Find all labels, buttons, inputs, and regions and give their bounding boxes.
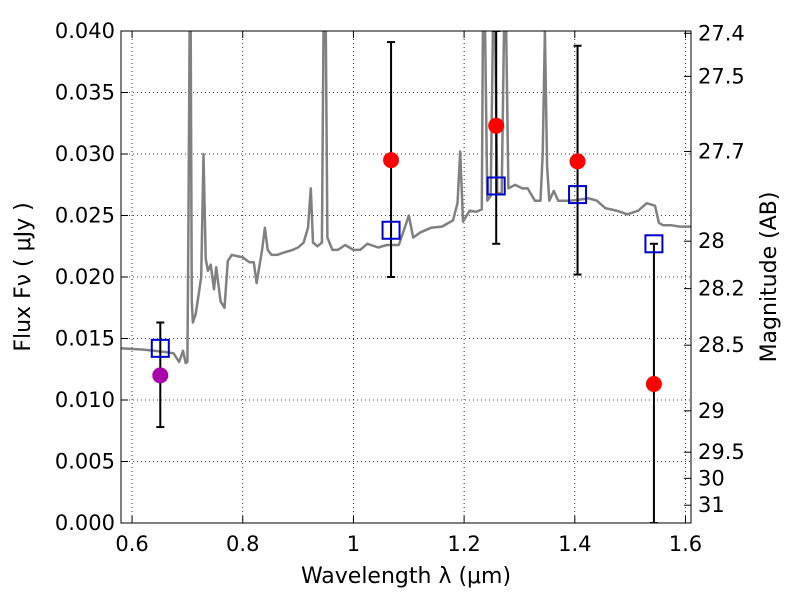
y-tick-label: 0.035: [55, 81, 115, 105]
x-axis-label: Wavelength λ (μm): [301, 564, 511, 589]
y-tick-label: 0.030: [55, 142, 115, 166]
right-tick-label: 28.5: [698, 333, 745, 357]
x-tick-label: 1.2: [447, 532, 480, 556]
y-tick-label: 0.040: [55, 19, 115, 43]
model-square-point: [644, 234, 664, 254]
right-tick-label: 27.5: [698, 64, 745, 88]
data-point: [488, 117, 505, 134]
right-tick-label: 29: [698, 399, 725, 423]
y-axis-label-left: Flux Fν ( μJy ): [11, 202, 36, 351]
right-tick-label: 28: [698, 229, 725, 253]
model-square-point: [150, 338, 170, 358]
marker-series: [150, 117, 664, 393]
y-tick-label: 0.005: [55, 450, 115, 474]
x-axis-ticks: 0.6 0.8 1 1.2 1.4 1.6: [115, 31, 702, 556]
spectrum-line: [121, 31, 691, 365]
x-tick-label: 0.6: [115, 532, 148, 556]
y-tick-label: 0.025: [55, 204, 115, 228]
right-tick-label: 27.4: [698, 21, 745, 45]
right-tick-label: 28.2: [698, 277, 745, 301]
errorbar-series: [156, 31, 658, 523]
x-tick-label: 0.8: [226, 532, 259, 556]
data-point: [152, 367, 169, 384]
model-square-point: [486, 176, 506, 196]
spectrum-series: [121, 31, 691, 365]
right-axis-ticks: 27.4 27.5 27.7 28 28.2 28.5 29 29.530 31: [684, 21, 745, 517]
right-tick-label: 31: [698, 493, 725, 517]
y-tick-label: 0.010: [55, 388, 115, 412]
right-tick-label: 29.5: [698, 440, 745, 464]
grid-lines: [121, 30, 691, 524]
x-tick-label: 1.6: [669, 532, 702, 556]
y-tick-label: 0.000: [55, 511, 115, 535]
right-tick-label: 30: [698, 466, 725, 490]
data-point: [569, 153, 586, 170]
y-axis-label-right: Magnitude (AB): [757, 192, 782, 363]
y-tick-label: 0.015: [55, 327, 115, 351]
x-tick-label: 1.4: [558, 532, 591, 556]
y-axis-ticks: 0.000 0.005 0.010 0.015 0.020 0.025 0.030 0.035…: [55, 19, 128, 535]
data-point: [645, 376, 662, 393]
right-tick-label: 27.7: [698, 140, 745, 164]
model-square-point: [568, 185, 588, 205]
y-tick-label: 0.020: [55, 265, 115, 289]
x-tick-label: 1: [347, 532, 360, 556]
data-point: [383, 152, 400, 169]
model-square-point: [381, 220, 401, 240]
